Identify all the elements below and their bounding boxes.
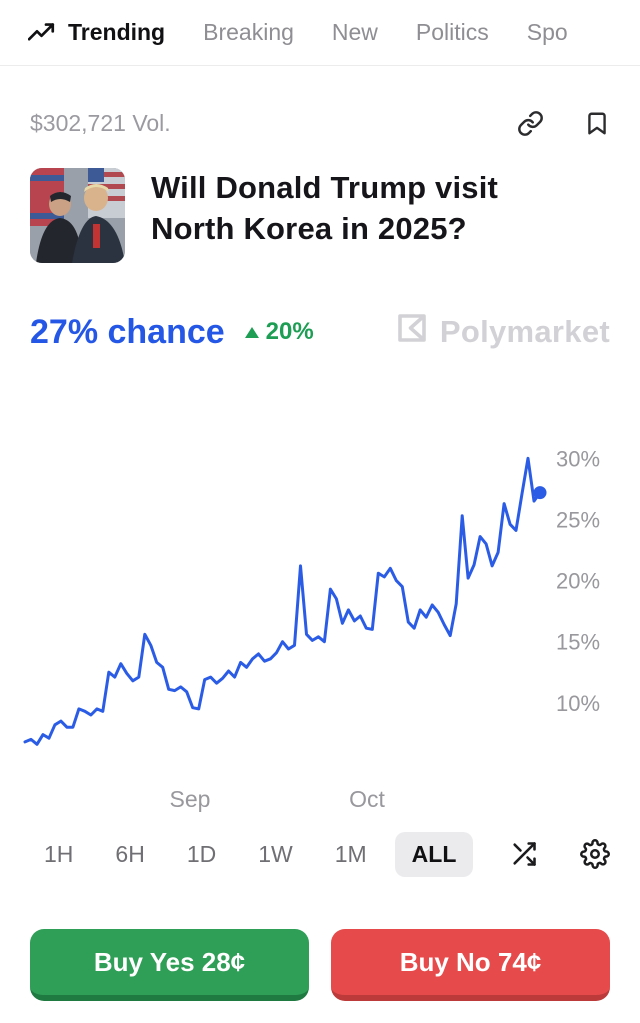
nav-tab-trending[interactable]: Trending	[28, 19, 165, 46]
shuffle-icon[interactable]	[510, 840, 538, 868]
market-card: $302,721 Vol.	[0, 108, 640, 1001]
polymarket-watermark: Polymarket	[394, 310, 610, 354]
svg-text:20%: 20%	[556, 569, 600, 594]
timeframe-1m[interactable]: 1M	[334, 840, 367, 867]
nav-tab-label: Trending	[68, 19, 166, 45]
buy-yes-button[interactable]: Buy Yes 28¢	[30, 929, 309, 1001]
svg-text:Oct: Oct	[349, 786, 385, 812]
volume-row: $302,721 Vol.	[30, 108, 610, 138]
timeframe-all[interactable]: ALL	[394, 831, 474, 877]
nav-tab-politics[interactable]: Politics	[415, 19, 489, 45]
timeframe-6h[interactable]: 6H	[115, 840, 145, 867]
bookmark-icon[interactable]	[584, 110, 610, 137]
market-title: Will Donald Trump visit North Korea in 2…	[151, 170, 499, 246]
change-value: 20%	[265, 318, 314, 345]
timeframe-row: 1H 6H 1D 1W 1M ALL	[30, 831, 610, 877]
timeframe-1h[interactable]: 1H	[44, 840, 74, 867]
chance-value: 27% chance	[30, 312, 225, 351]
trending-up-icon	[28, 22, 55, 44]
polymarket-wordmark: Polymarket	[439, 314, 610, 349]
svg-text:25%: 25%	[556, 507, 600, 532]
market-header: Will Donald Trump visit North Korea in 2…	[30, 168, 610, 263]
chance-row: 27% chance 20% Polymarket	[30, 309, 610, 355]
timeframe-1w[interactable]: 1W	[258, 840, 293, 867]
nav-tab-breaking[interactable]: Breaking	[203, 19, 294, 45]
polymarket-logo-icon	[394, 310, 430, 354]
volume-label: $302,721 Vol.	[30, 109, 171, 136]
settings-gear-icon[interactable]	[580, 839, 610, 869]
price-chart-svg: 10% 15% 20% 25% 30% Sep Oct	[23, 446, 600, 812]
market-thumbnail	[30, 168, 125, 263]
timeframe-1d[interactable]: 1D	[186, 840, 217, 867]
up-arrow-icon	[244, 326, 259, 338]
nav-tab-new[interactable]: New	[331, 19, 378, 45]
svg-text:10%: 10%	[556, 691, 600, 716]
nav-tab-sports[interactable]: Spo	[526, 19, 568, 45]
change-indicator: 20%	[244, 318, 314, 346]
top-nav: Trending Breaking New Politics Spo	[0, 0, 640, 66]
svg-text:15%: 15%	[556, 630, 600, 655]
buy-actions: Buy Yes 28¢ Buy No 74¢	[30, 929, 610, 1001]
svg-text:30%: 30%	[556, 446, 600, 471]
price-chart: 10% 15% 20% 25% 30% Sep Oct	[0, 395, 640, 815]
buy-no-button[interactable]: Buy No 74¢	[331, 929, 610, 1001]
svg-text:Sep: Sep	[170, 786, 211, 812]
link-icon[interactable]	[517, 110, 544, 137]
